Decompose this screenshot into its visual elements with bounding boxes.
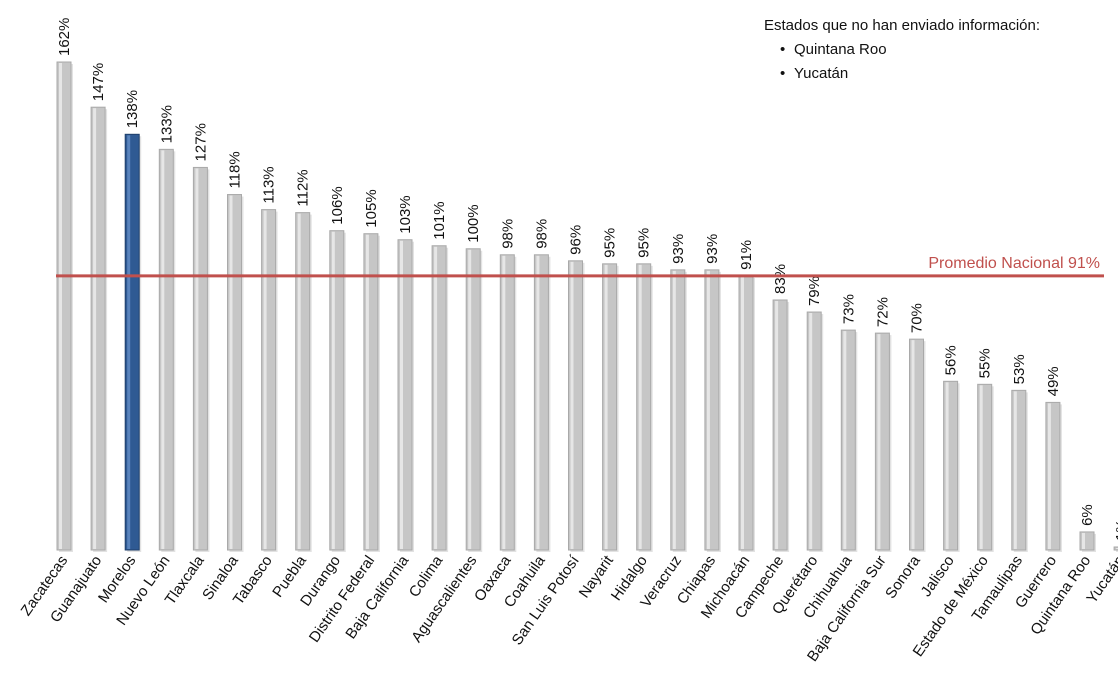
value-label: 133% xyxy=(158,105,175,143)
value-label: 1% xyxy=(1113,519,1118,541)
value-label: 162% xyxy=(56,18,73,56)
value-label: 70% xyxy=(909,303,926,333)
value-label: 147% xyxy=(90,63,107,101)
bar-highlight xyxy=(809,313,813,549)
value-label: 93% xyxy=(704,234,721,264)
value-label: 98% xyxy=(533,219,550,249)
value-label: 73% xyxy=(840,294,857,324)
bar-highlight xyxy=(604,264,608,549)
bar-highlight xyxy=(672,270,676,549)
bar-highlight xyxy=(877,334,881,549)
bar-highlight xyxy=(1116,547,1118,549)
bar-highlight xyxy=(1013,391,1017,549)
bar-highlight xyxy=(468,249,472,549)
value-label: 55% xyxy=(977,348,994,378)
bar-highlight xyxy=(365,234,369,549)
value-label: 105% xyxy=(363,189,380,227)
value-label: 100% xyxy=(465,204,482,242)
bar-highlight xyxy=(161,150,165,549)
value-label: 96% xyxy=(568,225,585,255)
bar-highlight xyxy=(59,63,62,549)
value-label: 95% xyxy=(602,228,619,258)
bar-highlight xyxy=(331,231,335,550)
value-label: 93% xyxy=(670,234,687,264)
bar-highlight xyxy=(843,331,847,549)
bar-highlight xyxy=(911,340,915,549)
value-label: 83% xyxy=(772,264,789,294)
bar-highlight xyxy=(195,168,199,549)
value-label: 53% xyxy=(1011,354,1028,384)
value-label: 101% xyxy=(431,201,448,239)
value-label: 79% xyxy=(806,276,823,306)
bar-highlight xyxy=(263,210,267,550)
value-label: 103% xyxy=(397,195,414,233)
bar-highlight xyxy=(229,195,233,549)
bar-highlight xyxy=(297,213,301,549)
category-label: Sonora xyxy=(882,552,924,602)
bar-yucat-n xyxy=(1113,546,1118,551)
value-label: 118% xyxy=(227,151,244,188)
value-labels-group: 162% 147% 138% 133% 127% 118% 113% 112% 106% 105%… xyxy=(56,18,1118,541)
value-label: 138% xyxy=(124,90,141,128)
value-label: 6% xyxy=(1079,504,1096,526)
missing-states-list: Quintana Roo Yucatán xyxy=(764,38,1040,86)
bar-highlight xyxy=(706,270,710,549)
bar-highlight xyxy=(502,255,506,549)
value-label: 56% xyxy=(943,345,960,375)
value-label: 95% xyxy=(636,228,653,258)
value-label: 106% xyxy=(329,186,346,224)
bar-highlight xyxy=(400,240,403,549)
missing-state-item: Quintana Roo xyxy=(780,38,1040,62)
value-label: 49% xyxy=(1045,366,1062,396)
missing-states-note: Estados que no han enviado información: … xyxy=(764,14,1040,86)
bar-highlight xyxy=(93,108,97,550)
value-label: 91% xyxy=(738,240,755,270)
bar-highlight xyxy=(434,246,438,549)
national-average-label: Promedio Nacional 91% xyxy=(928,255,1100,272)
bar-highlight xyxy=(945,382,949,549)
bar-highlight xyxy=(741,276,744,549)
bar-highlight xyxy=(570,261,574,549)
bar-highlight xyxy=(979,385,983,549)
bar-highlight xyxy=(1047,403,1051,549)
value-label: 127% xyxy=(192,123,209,161)
bar-highlight xyxy=(638,264,642,549)
value-label: 113% xyxy=(261,166,278,203)
missing-state-item: Yucatán xyxy=(780,62,1040,86)
bar-highlight xyxy=(1082,532,1085,549)
value-label: 98% xyxy=(499,219,516,249)
missing-states-heading: Estados que no han enviado información: xyxy=(764,17,1041,34)
bar-highlight xyxy=(536,255,540,549)
bars-group xyxy=(56,61,1118,553)
bar-highlight xyxy=(127,135,131,549)
bar-highlight xyxy=(775,300,779,549)
value-label: 112% xyxy=(295,169,312,206)
value-label: 72% xyxy=(874,297,891,327)
